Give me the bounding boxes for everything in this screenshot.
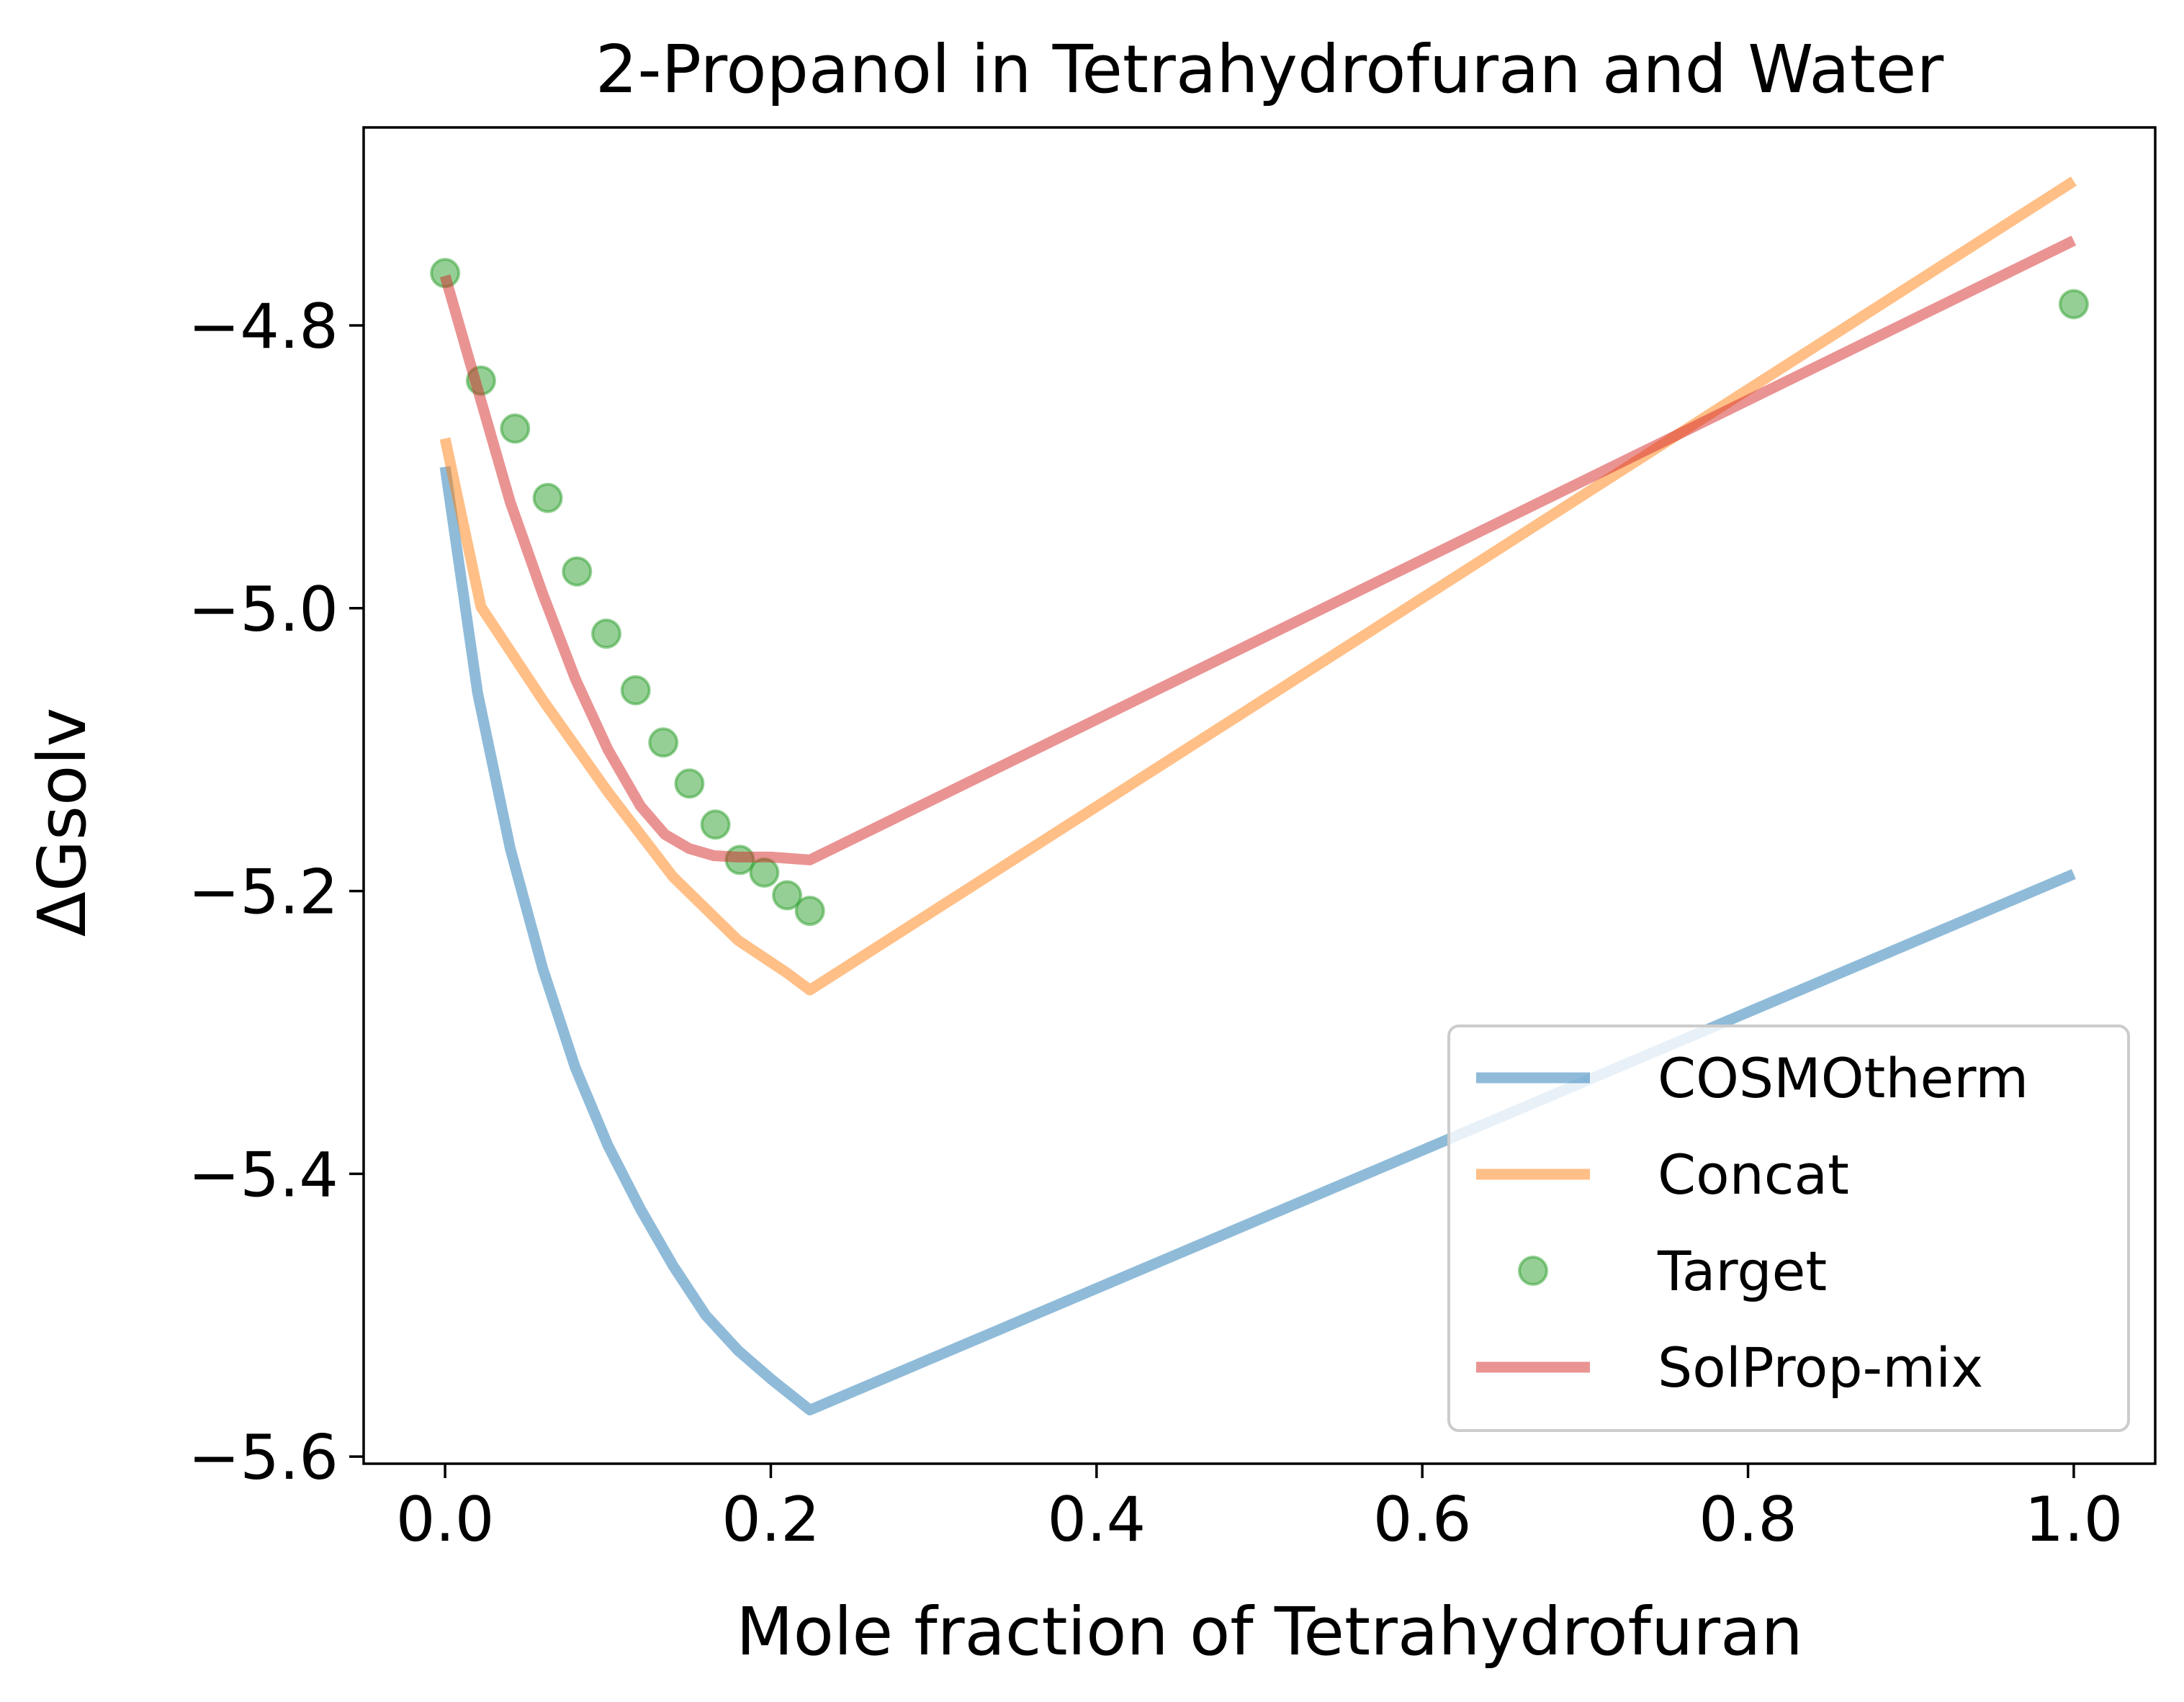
y-axis-label: ΔGsolv: [24, 708, 101, 937]
x-tick-label: 0.8: [1699, 1484, 1797, 1556]
legend-label-concat: Concat: [1658, 1143, 1849, 1207]
series-point-target: [562, 556, 593, 587]
series-point-target: [794, 896, 825, 927]
y-tick-label: −5.0: [188, 574, 338, 646]
plot-frame: [362, 126, 2157, 1465]
x-tick-label: 1.0: [2025, 1484, 2124, 1556]
legend-label-solprop-mix: SolProp-mix: [1658, 1336, 1983, 1400]
x-tick-label: 0.2: [722, 1484, 820, 1556]
legend-swatch-target: [1518, 1256, 1548, 1286]
chart-title: 2-Propanol in Tetrahydrofuran and Water: [596, 31, 1944, 108]
series-point-target: [749, 857, 780, 888]
y-tick-label: −5.6: [188, 1422, 338, 1494]
legend-label-target: Target: [1657, 1239, 1827, 1303]
series-line-cosmotherm: [439, 466, 2076, 1415]
series-point-target: [772, 880, 803, 911]
series-line-concat: [439, 176, 2077, 996]
x-axis-label: Mole fraction of Tetrahydrofuran: [736, 1593, 1803, 1670]
x-tick-label: 0.4: [1047, 1484, 1146, 1556]
y-tick-label: −4.8: [188, 291, 338, 363]
legend-box: [1447, 1025, 2130, 1432]
series-point-target: [620, 675, 651, 706]
series-point-target: [674, 768, 705, 799]
axes: 0.0 0.2 0.4 0.6 0.8 1.0 −4.8 −5.0 −5.2 −5.4 −5.6: [188, 126, 2157, 1556]
x-tick-label: 0.0: [396, 1484, 495, 1556]
series-line-solprop-mix: [439, 235, 2077, 865]
y-tick-label: −5.2: [188, 857, 338, 929]
series-point-target: [648, 727, 679, 758]
series-point-target: [532, 482, 563, 513]
series-point-target: [500, 413, 531, 444]
series-point-target: [700, 809, 731, 840]
y-tick-label: −5.4: [188, 1139, 338, 1211]
x-tick-label: 0.6: [1373, 1484, 1472, 1556]
series-point-target: [2058, 289, 2089, 320]
series-point-target: [591, 618, 621, 649]
plot-area: [430, 176, 2089, 1415]
legend-label-cosmotherm: COSMOtherm: [1658, 1046, 2028, 1110]
legend: COSMOtherm Concat Target SolProp-mix: [1447, 1025, 2130, 1432]
